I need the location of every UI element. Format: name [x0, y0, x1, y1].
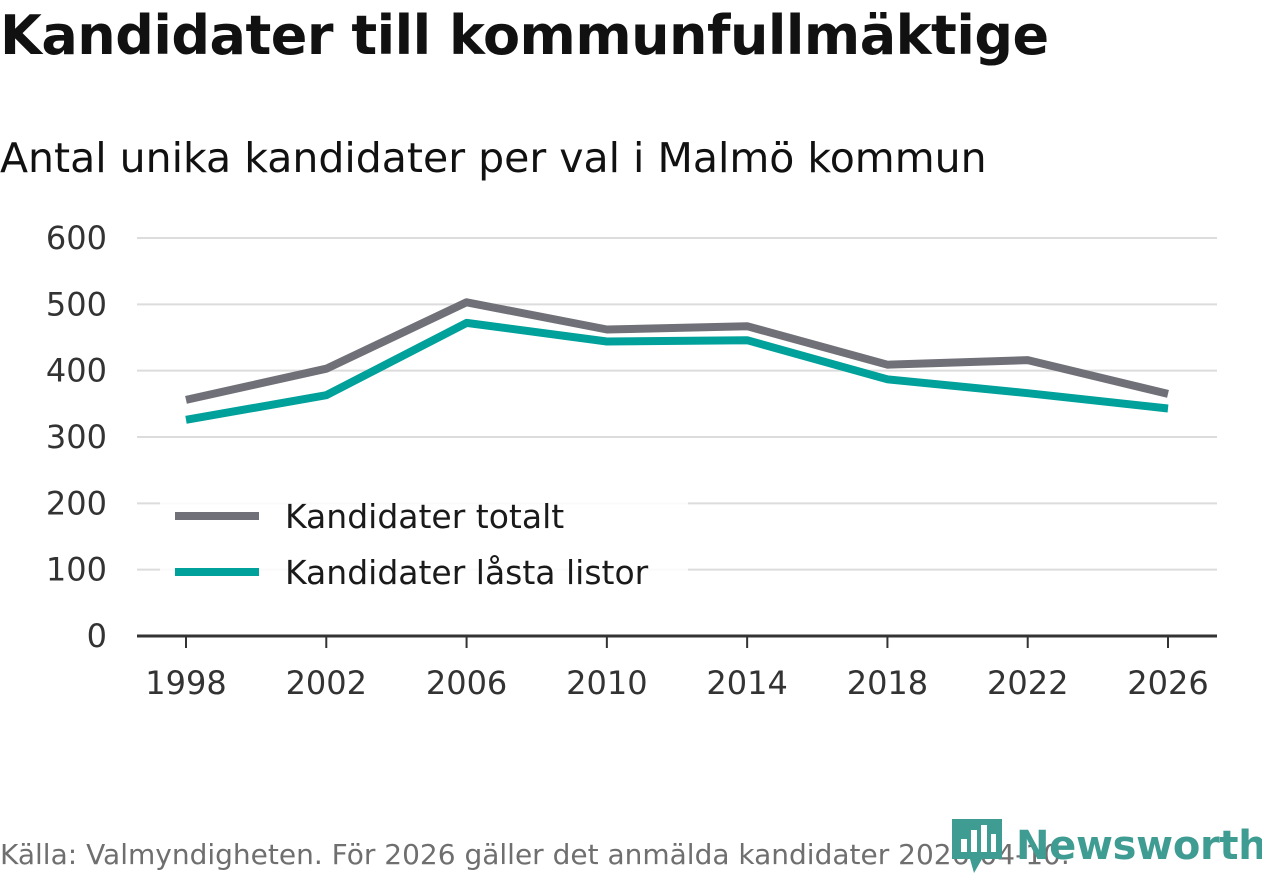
- x-tick-label: 2026: [1127, 664, 1208, 702]
- x-tick-label: 1998: [145, 664, 226, 702]
- brand-name: Newsworthy: [1016, 823, 1262, 869]
- source-note: Källa: Valmyndigheten. För 2026 gäller d…: [0, 838, 1070, 871]
- series-line-kandidater-lasta-listor: [185, 318, 1169, 424]
- y-tick-label: 600: [46, 219, 107, 257]
- x-tick-label: 2022: [987, 664, 1068, 702]
- legend-label: Kandidater låsta listor: [285, 553, 649, 592]
- x-axis-ticks: 1998 2002 2006 2010 2014 2018 2022 2026: [145, 636, 1209, 702]
- chart-subtitle: Antal unika kandidater per val i Malmö k…: [0, 134, 987, 182]
- x-tick-label: 2014: [706, 664, 787, 702]
- x-tick-label: 2010: [566, 664, 647, 702]
- series-lines: [185, 298, 1169, 424]
- y-tick-label: 200: [46, 484, 107, 522]
- chart-title: Kandidater till kommunfullmäktige: [0, 4, 1049, 67]
- bar-chart-speech-bubble-icon: [952, 819, 1002, 873]
- x-tick-label: 2006: [426, 664, 507, 702]
- y-axis-ticks: 0 100 200 300 400 500 600: [46, 219, 107, 655]
- legend-label: Kandidater totalt: [285, 497, 564, 536]
- series-line-kandidater-totalt: [185, 298, 1169, 404]
- x-tick-label: 2018: [847, 664, 928, 702]
- y-tick-label: 100: [46, 551, 107, 589]
- y-tick-label: 0: [87, 617, 107, 655]
- x-tick-label: 2002: [286, 664, 367, 702]
- y-tick-label: 400: [46, 352, 107, 390]
- brand-logo: Newsworthy: [952, 818, 1262, 874]
- legend: Kandidater totalt Kandidater låsta listor: [160, 494, 688, 602]
- y-tick-label: 500: [46, 285, 107, 323]
- y-tick-label: 300: [46, 418, 107, 456]
